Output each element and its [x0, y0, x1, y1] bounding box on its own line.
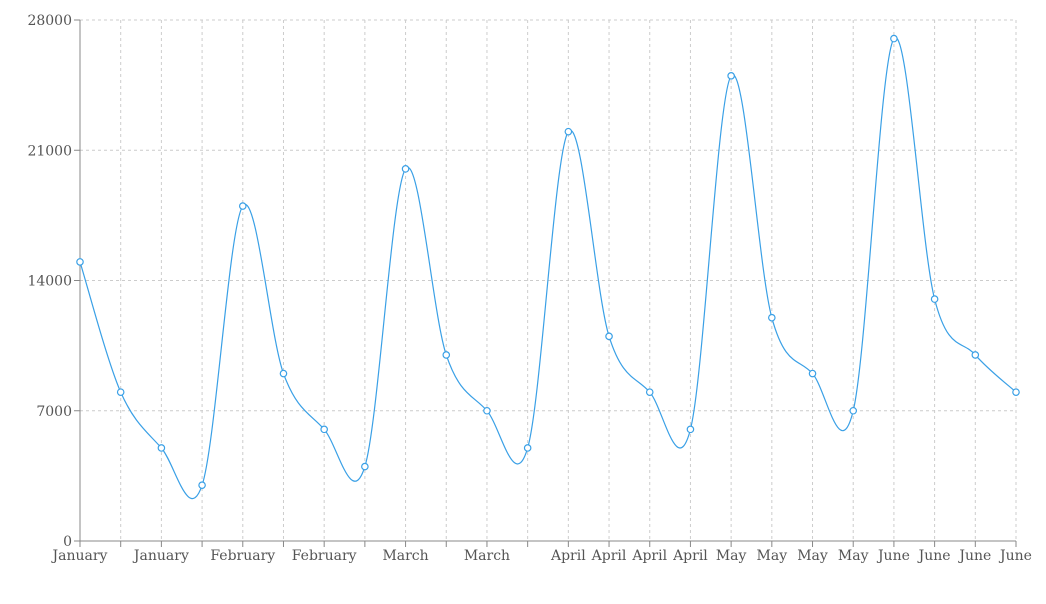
- data-point: [198, 481, 206, 489]
- x-tick-label: May: [797, 548, 828, 564]
- x-tick-label: April: [631, 548, 667, 564]
- y-tick-label: 21000: [27, 143, 72, 159]
- x-tick-label: June: [876, 548, 910, 564]
- data-point: [483, 406, 491, 415]
- data-point: [76, 258, 84, 266]
- y-tick-label: 28000: [27, 13, 72, 29]
- x-tick-label: June: [998, 548, 1032, 564]
- x-tick-label: June: [957, 548, 991, 564]
- series-line: [79, 37, 1017, 500]
- x-tick-label: May: [716, 548, 747, 564]
- data-point: [808, 369, 817, 378]
- data-point: [157, 444, 166, 452]
- data-points: [76, 34, 1020, 489]
- x-tick-label: January: [51, 548, 108, 564]
- y-tick-label: 0: [63, 534, 72, 550]
- axes: [74, 19, 1017, 547]
- series: [79, 37, 1017, 500]
- x-tick-label: March: [464, 548, 510, 564]
- y-tick-label: 14000: [27, 274, 72, 290]
- data-point: [279, 369, 288, 378]
- data-point: [605, 332, 613, 341]
- x-tick-label: January: [132, 548, 189, 564]
- x-tick-label: April: [550, 548, 586, 564]
- data-point: [116, 388, 125, 396]
- data-point: [442, 351, 451, 359]
- data-point: [890, 34, 898, 43]
- data-point: [849, 406, 858, 415]
- x-tick-label: February: [292, 548, 357, 564]
- data-point: [686, 425, 695, 434]
- data-point: [523, 444, 532, 452]
- data-point: [727, 72, 735, 80]
- data-point: [564, 127, 573, 136]
- data-point: [645, 388, 654, 396]
- data-point: [361, 462, 369, 471]
- x-tick-label: June: [917, 548, 951, 564]
- data-point: [971, 351, 980, 359]
- x-tick-label: February: [210, 548, 275, 564]
- data-point: [768, 313, 776, 322]
- x-tick-label: April: [591, 548, 627, 564]
- x-tick-label: May: [838, 548, 869, 564]
- y-tick-label: 7000: [36, 404, 72, 420]
- data-point: [320, 425, 328, 434]
- x-tick-label: April: [672, 548, 708, 564]
- tick-labels: 0 7000 14000 21000 28000 January January Februa…: [27, 13, 1032, 564]
- data-point: [930, 295, 939, 303]
- x-tick-label: May: [757, 548, 788, 564]
- data-point: [1012, 388, 1020, 396]
- x-tick-label: March: [382, 548, 428, 564]
- grid: [80, 19, 1017, 541]
- data-point: [238, 202, 247, 210]
- data-point: [401, 165, 410, 173]
